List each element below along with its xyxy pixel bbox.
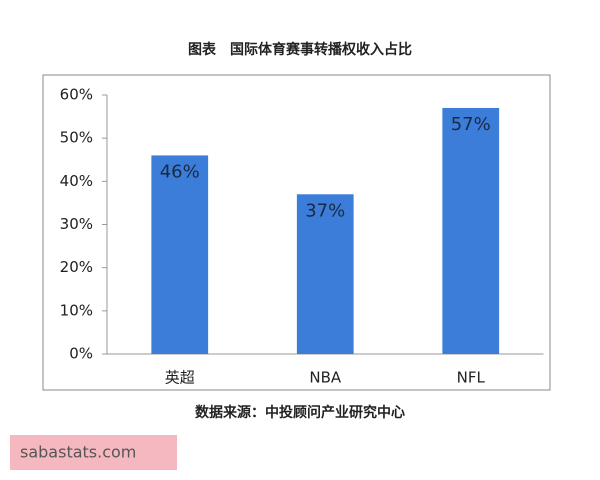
value-label: 46% [160, 161, 200, 182]
chart-frame [42, 74, 551, 391]
bar [296, 194, 354, 354]
value-label: 37% [305, 200, 345, 221]
y-tick-label: 20% [60, 258, 93, 276]
watermark-box [10, 435, 177, 470]
y-tick-label: 10% [60, 301, 93, 319]
y-tick-label: 50% [60, 129, 93, 147]
chart-title: 图表 国际体育赛事转播权收入占比 [188, 41, 412, 58]
x-tick-label: 英超 [165, 369, 195, 387]
bar [442, 107, 500, 354]
y-tick-label: 0% [69, 345, 93, 363]
watermark: sabastats.com [20, 443, 136, 462]
bar [151, 155, 209, 354]
source-note: 数据来源：中投顾问产业研究中心 [195, 404, 405, 421]
y-tick-label: 30% [60, 215, 93, 233]
value-label: 57% [451, 114, 491, 135]
x-tick-label: NFL [457, 369, 486, 387]
y-tick-label: 60% [60, 86, 93, 104]
x-tick-label: NBA [309, 369, 342, 387]
y-tick-label: 40% [60, 172, 93, 190]
